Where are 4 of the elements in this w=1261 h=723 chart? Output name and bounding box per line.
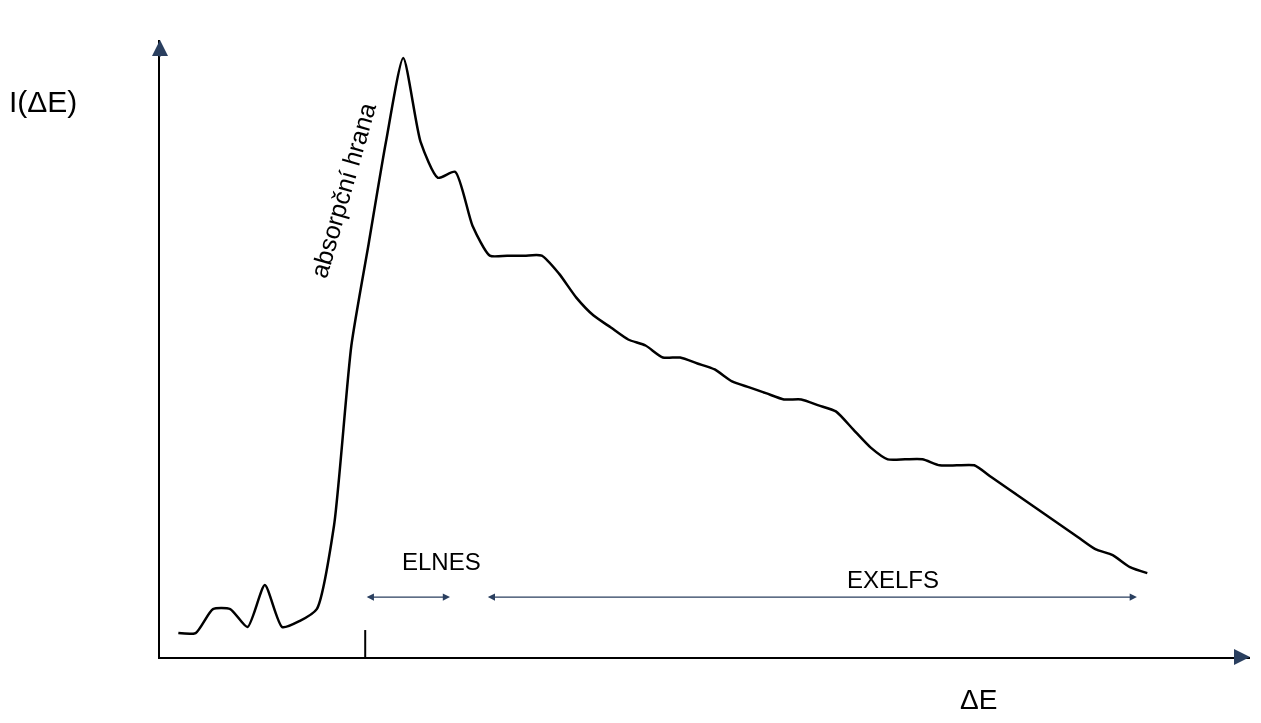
annotation: ELNES — [402, 548, 481, 575]
y-axis-title: I(ΔE) — [9, 85, 78, 118]
x-axis-title: ΔE — [960, 684, 998, 715]
annotation: EXELFS — [847, 566, 940, 593]
